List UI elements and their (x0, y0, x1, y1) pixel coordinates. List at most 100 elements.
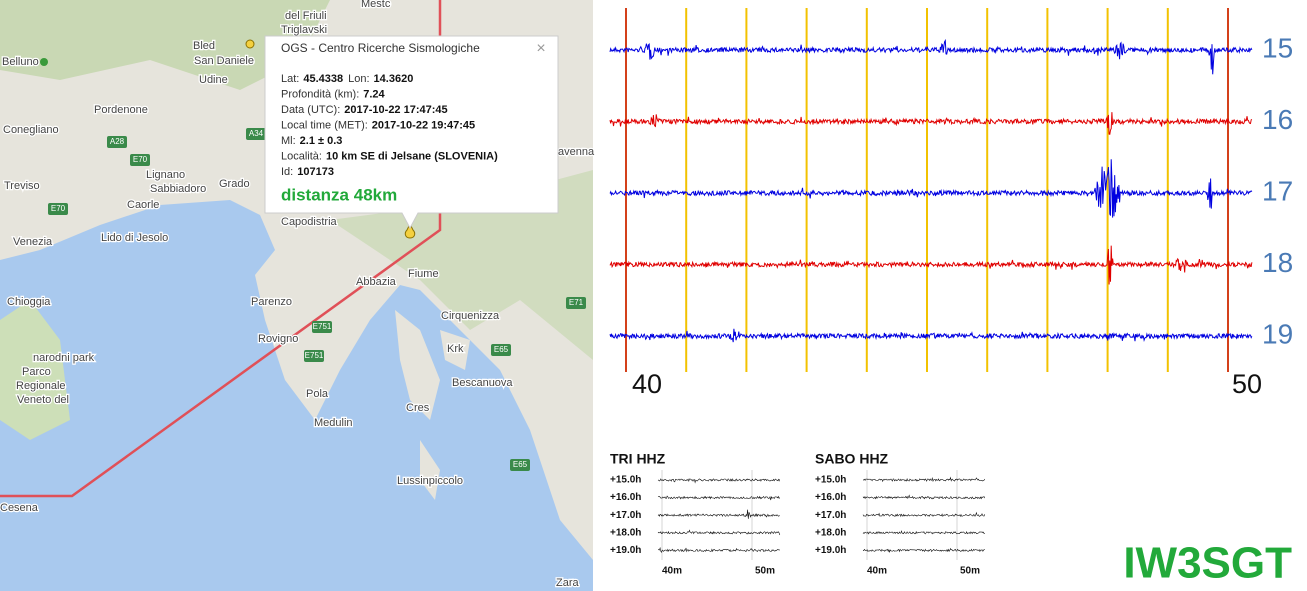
minute-label: 40 (632, 369, 662, 399)
map-label: narodni park (33, 352, 95, 364)
field-value: 2017-10-22 17:47:45 (344, 104, 447, 116)
hour-label: +19.0h (815, 545, 846, 556)
map: Belluno Udine Pordenone Conegliano Treviso Ve… (0, 0, 596, 591)
minute-label: 40m (662, 566, 682, 577)
road-shield (130, 154, 150, 166)
popup-row: Lat: 45.4338 Lon: 14.3620 (281, 73, 413, 85)
field-label: Ml: (281, 135, 296, 147)
sea (0, 200, 593, 591)
road-shield (312, 321, 332, 333)
station-marker[interactable] (40, 58, 48, 66)
map-label: Bescanuova (452, 377, 513, 389)
popup-row: Ml: 2.1 ± 0.3 (281, 135, 342, 147)
map-label: Lussinpiccolo (397, 475, 463, 487)
popup-row: Id: 107173 (281, 166, 334, 178)
trace (657, 478, 781, 484)
field-value: 2.1 ± 0.3 (300, 135, 343, 147)
map-label: San Daniele (194, 55, 254, 67)
hour-label: +18.0h (610, 527, 641, 538)
map-label: Lido di Jesolo (101, 232, 168, 244)
map-label: Abbazia (356, 276, 397, 288)
trace (609, 112, 1253, 135)
trace (657, 546, 780, 553)
field-label: Data (UTC): (281, 104, 340, 116)
trace (657, 529, 781, 536)
hour-label: +15.0h (610, 475, 641, 486)
map-label: Cesena (0, 502, 39, 514)
hills (330, 170, 593, 360)
map-label: Bled (193, 40, 215, 52)
popup: OGS - Centro Ricerche Sismologiche × Lat… (264, 35, 559, 230)
trace (609, 159, 1253, 218)
road-shield (48, 203, 68, 215)
map-label: Krk (447, 343, 464, 355)
hour-label: 17 (1262, 175, 1293, 206)
trace (862, 511, 986, 518)
field-value: 45.4338 (303, 73, 343, 85)
minute-label: 50m (960, 566, 980, 577)
hour-label: 15 (1262, 32, 1293, 63)
map-label: Lignano (146, 169, 185, 181)
map-label: Cirquenizza (441, 310, 500, 322)
hour-label: 16 (1262, 104, 1293, 135)
map-labels: Belluno Udine Pordenone Conegliano Treviso Ve… (0, 0, 596, 590)
popup-row: Data (UTC): 2017-10-22 17:47:45 (281, 104, 448, 116)
trace (609, 328, 1253, 343)
map-label: Treviso (4, 180, 40, 192)
trace (862, 476, 986, 483)
road-label: E70 (133, 155, 148, 164)
map-label: Medulin (314, 417, 353, 429)
field-label: Località: (281, 150, 322, 162)
field-label: Lon: (348, 73, 369, 85)
station-name: TRI HHZ (610, 451, 666, 467)
close-button[interactable]: × (536, 40, 545, 57)
map-label: Fiume (408, 268, 439, 280)
station-name: SABO HHZ (815, 451, 889, 467)
field-label: Id: (281, 166, 293, 178)
popup-box (264, 35, 559, 230)
road-shield (107, 136, 127, 148)
map-label: Udine (199, 74, 228, 86)
trace (657, 509, 780, 519)
road-label: E751 (305, 351, 324, 360)
road-shield (304, 350, 324, 362)
hour-label: +17.0h (815, 510, 846, 521)
map-label: Rovigno (258, 333, 298, 345)
station-plots: TRI HHZ +15.0h +16.0h +17.0h +18.0h +19.0h 40m… (610, 451, 986, 577)
map-label: Grado (219, 178, 250, 190)
road-label: E65 (513, 460, 528, 469)
map-label: Cres (406, 402, 430, 414)
trace (862, 494, 986, 500)
field-value: 2017-10-22 19:47:45 (372, 119, 475, 131)
road-label: A34 (249, 129, 264, 138)
popup-title: OGS - Centro Ricerche Sismologiche (281, 41, 480, 55)
trace (609, 245, 1253, 285)
seismogram: 15 16 17 18 19 40 50 (609, 8, 1293, 399)
hour-label: +16.0h (815, 492, 846, 503)
station-marker[interactable] (245, 39, 255, 49)
road-shields: A28 E70 A34 E70 E751 E751 E65 E71 E65 (48, 128, 586, 471)
map-label: avenna (558, 146, 595, 158)
hour-label: +16.0h (610, 492, 641, 503)
field-label: Profondità (km): (281, 88, 359, 100)
popup-row: Profondità (km): 7.24 (281, 88, 386, 100)
road-label: E751 (313, 322, 332, 331)
road-shield (566, 297, 586, 309)
park-area (0, 300, 70, 440)
field-value: 14.3620 (374, 73, 414, 85)
map-label: Caorle (127, 199, 159, 211)
trace (862, 547, 985, 553)
field-value: 7.24 (363, 88, 385, 100)
road-shield (510, 459, 530, 471)
map-label: Veneto del (17, 394, 69, 406)
callsign: IW3SGT (1123, 539, 1292, 588)
map-label: Pola (306, 388, 329, 400)
map-label: Capodistria (281, 216, 338, 228)
field-label: Local time (MET): (281, 119, 368, 131)
popup-rows: Lat: 45.4338 Lon: 14.3620 Profondità (km): 7.… (281, 73, 498, 178)
road-label: E70 (51, 204, 66, 213)
minute-label: 40m (867, 566, 887, 577)
hour-label: +17.0h (610, 510, 641, 521)
road-label: E65 (494, 345, 509, 354)
